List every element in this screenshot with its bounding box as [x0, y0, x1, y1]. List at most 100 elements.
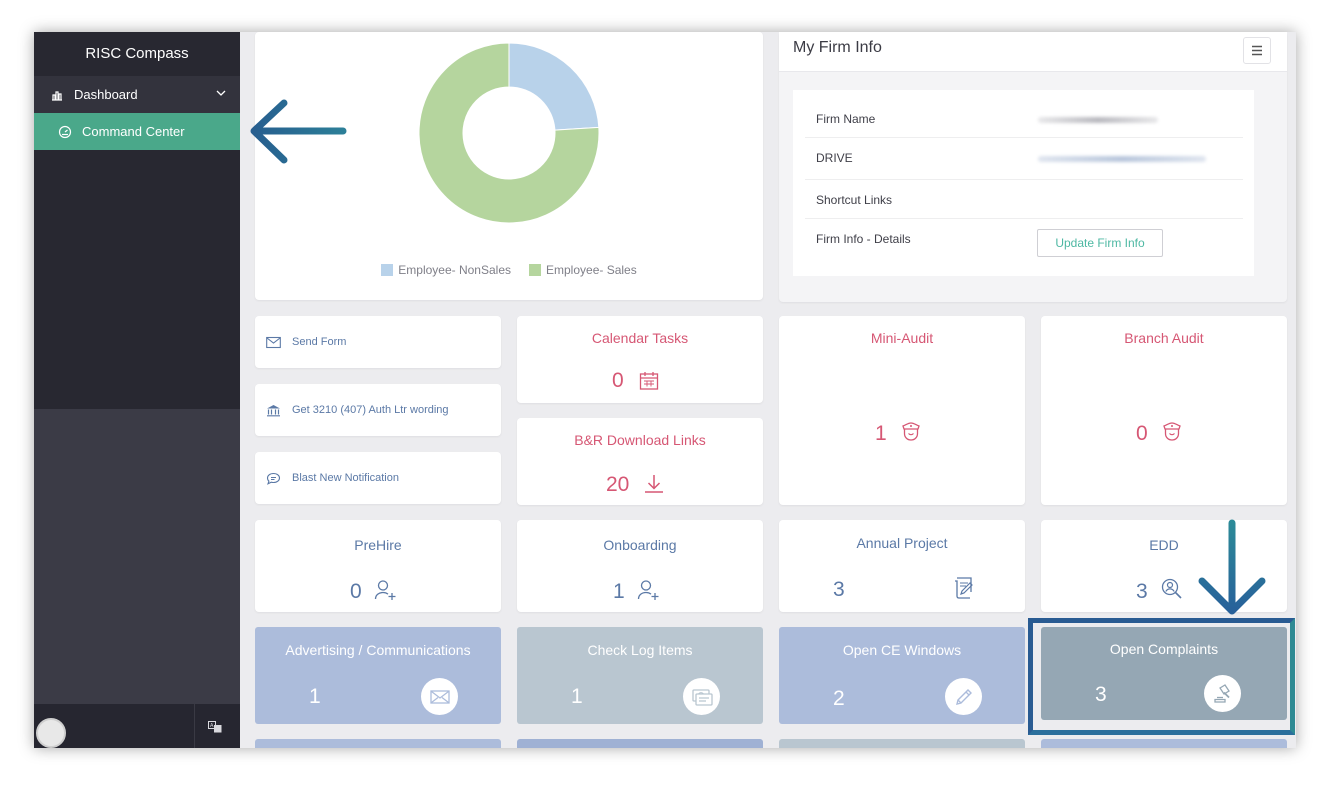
prehire-widget[interactable]: PreHire 0 — [255, 520, 501, 612]
svg-text:A: A — [210, 723, 214, 729]
widget-count: 20 — [606, 473, 630, 496]
tile-count: 2 — [833, 687, 845, 710]
language-icon[interactable]: A — [208, 721, 222, 733]
sidebar: RISC Compass Dashboard Command Center A — [34, 32, 240, 748]
onboarding-widget[interactable]: Onboarding 1 — [517, 520, 763, 612]
sidebar-item-label: Command Center — [82, 124, 185, 139]
firm-row-label: Shortcut Links — [816, 193, 893, 207]
avatar[interactable] — [36, 718, 66, 748]
advertising-communications-tile[interactable]: Advertising / Communications 1 — [255, 627, 501, 724]
dashboard-icon — [52, 90, 62, 101]
update-firm-info-button[interactable]: Update Firm Info — [1037, 229, 1163, 257]
firm-info-header: My Firm Info — [779, 32, 1287, 72]
certificate-icon — [955, 577, 973, 599]
link-label: Get 3210 (407) Auth Ltr wording — [292, 404, 449, 416]
tile-icon-badge — [1204, 675, 1241, 712]
envelope-icon — [266, 336, 281, 348]
check-log-items-tile[interactable]: Check Log Items 1 — [517, 627, 763, 724]
blast-notification-link[interactable]: Blast New Notification — [255, 452, 501, 504]
legend-item-sales[interactable]: Employee- Sales — [529, 263, 637, 277]
branch-audit-widget[interactable]: Branch Audit 0 — [1041, 316, 1287, 505]
donut-chart — [418, 42, 600, 224]
widget-count: 3 — [833, 578, 845, 601]
sidebar-item-dashboard[interactable]: Dashboard — [34, 76, 240, 113]
firm-info-title: My Firm Info — [793, 39, 882, 56]
legend-swatch — [529, 264, 541, 276]
widget-count: 0 — [612, 369, 624, 392]
police-badge-icon — [1163, 422, 1181, 441]
annotation-arrow-left — [250, 99, 347, 164]
police-badge-icon — [902, 422, 920, 441]
firm-row-label: Firm Name — [816, 112, 876, 126]
user-search-icon — [1161, 578, 1182, 599]
firm-row-name: Firm Name — [805, 102, 1243, 138]
firm-info-card: My Firm Info Firm Name DRIVE Shortcut Li… — [779, 32, 1287, 302]
widget-title: Onboarding — [603, 537, 677, 553]
tile-icon-badge — [683, 678, 720, 715]
auth-letter-link[interactable]: Get 3210 (407) Auth Ltr wording — [255, 384, 501, 436]
gavel-icon — [1213, 683, 1230, 703]
annotation-highlight-box — [1028, 618, 1295, 735]
donut-slice-sales[interactable] — [418, 42, 600, 224]
firm-row-shortcuts: Shortcut Links — [805, 180, 1243, 219]
widget-count: 1 — [613, 580, 625, 603]
next-row-tile — [1041, 739, 1287, 748]
tile-title: Open Complaints — [1109, 641, 1219, 657]
widget-count: 0 — [350, 580, 362, 603]
widget-count: 0 — [1136, 422, 1148, 445]
money-check-icon — [691, 688, 713, 706]
gauge-icon — [58, 125, 72, 138]
redacted-value — [1038, 117, 1158, 123]
widget-title: PreHire — [354, 537, 402, 553]
donut-slice-nonsales[interactable] — [508, 42, 600, 131]
legend-label: Employee- NonSales — [398, 263, 511, 277]
link-label: Send Form — [292, 336, 347, 348]
widget-title: Branch Audit — [1124, 330, 1204, 346]
menu-button[interactable] — [1243, 37, 1271, 64]
sidebar-item-label: Dashboard — [74, 87, 138, 102]
redacted-link[interactable] — [1038, 156, 1206, 162]
hamburger-icon — [1252, 45, 1262, 56]
firm-row-label: DRIVE — [816, 151, 853, 165]
tile-count: 3 — [1095, 683, 1107, 706]
bank-icon — [267, 404, 280, 416]
widget-title: Annual Project — [856, 535, 948, 551]
link-label: Blast New Notification — [292, 472, 399, 484]
legend-swatch — [381, 264, 394, 276]
tile-icon-badge — [945, 678, 982, 715]
open-ce-windows-tile[interactable]: Open CE Windows 2 — [779, 627, 1025, 724]
widget-title: B&R Download Links — [574, 432, 706, 448]
next-row-tile — [779, 739, 1025, 748]
tile-count: 1 — [571, 685, 583, 708]
mini-audit-widget[interactable]: Mini-Audit 1 — [779, 316, 1025, 505]
send-form-link[interactable]: Send Form — [255, 316, 501, 368]
sidebar-item-command-center[interactable]: Command Center — [34, 113, 240, 150]
legend-item-nonsales[interactable]: Employee- NonSales — [381, 263, 511, 277]
add-user-icon — [637, 580, 659, 600]
sidebar-footer: A — [34, 704, 240, 748]
widget-count: 1 — [875, 422, 887, 445]
widget-title: EDD — [1149, 537, 1179, 553]
firm-row-drive: DRIVE — [805, 138, 1243, 180]
calendar-tasks-widget[interactable]: Calendar Tasks 0 — [517, 316, 763, 403]
pencil-icon — [955, 688, 972, 705]
footer-divider — [194, 704, 195, 748]
firm-info-table: Firm Name DRIVE Shortcut Links Firm Info… — [793, 90, 1254, 276]
employee-chart-card: Employee- NonSales Employee- Sales — [255, 32, 763, 300]
calendar-icon — [639, 372, 659, 390]
envelope-icon — [429, 689, 450, 704]
brand-title: RISC Compass — [85, 45, 189, 62]
firm-row-details: Firm Info - Details — [805, 219, 1243, 264]
app-window: RISC Compass Dashboard Command Center A … — [34, 32, 1296, 748]
widget-count: 3 — [1136, 580, 1148, 603]
tile-icon-badge — [421, 678, 458, 715]
download-icon — [645, 475, 663, 493]
chart-legend: Employee- NonSales Employee- Sales — [255, 263, 763, 277]
open-complaints-tile[interactable]: Open Complaints 3 — [1041, 627, 1287, 720]
widget-title: Calendar Tasks — [591, 330, 689, 346]
chevron-down-icon[interactable] — [216, 88, 226, 98]
legend-label: Employee- Sales — [546, 263, 637, 277]
tile-title: Advertising / Communications — [285, 642, 471, 658]
br-download-links-widget[interactable]: B&R Download Links 20 — [517, 418, 763, 505]
annual-project-widget[interactable]: Annual Project 3 — [779, 520, 1025, 612]
